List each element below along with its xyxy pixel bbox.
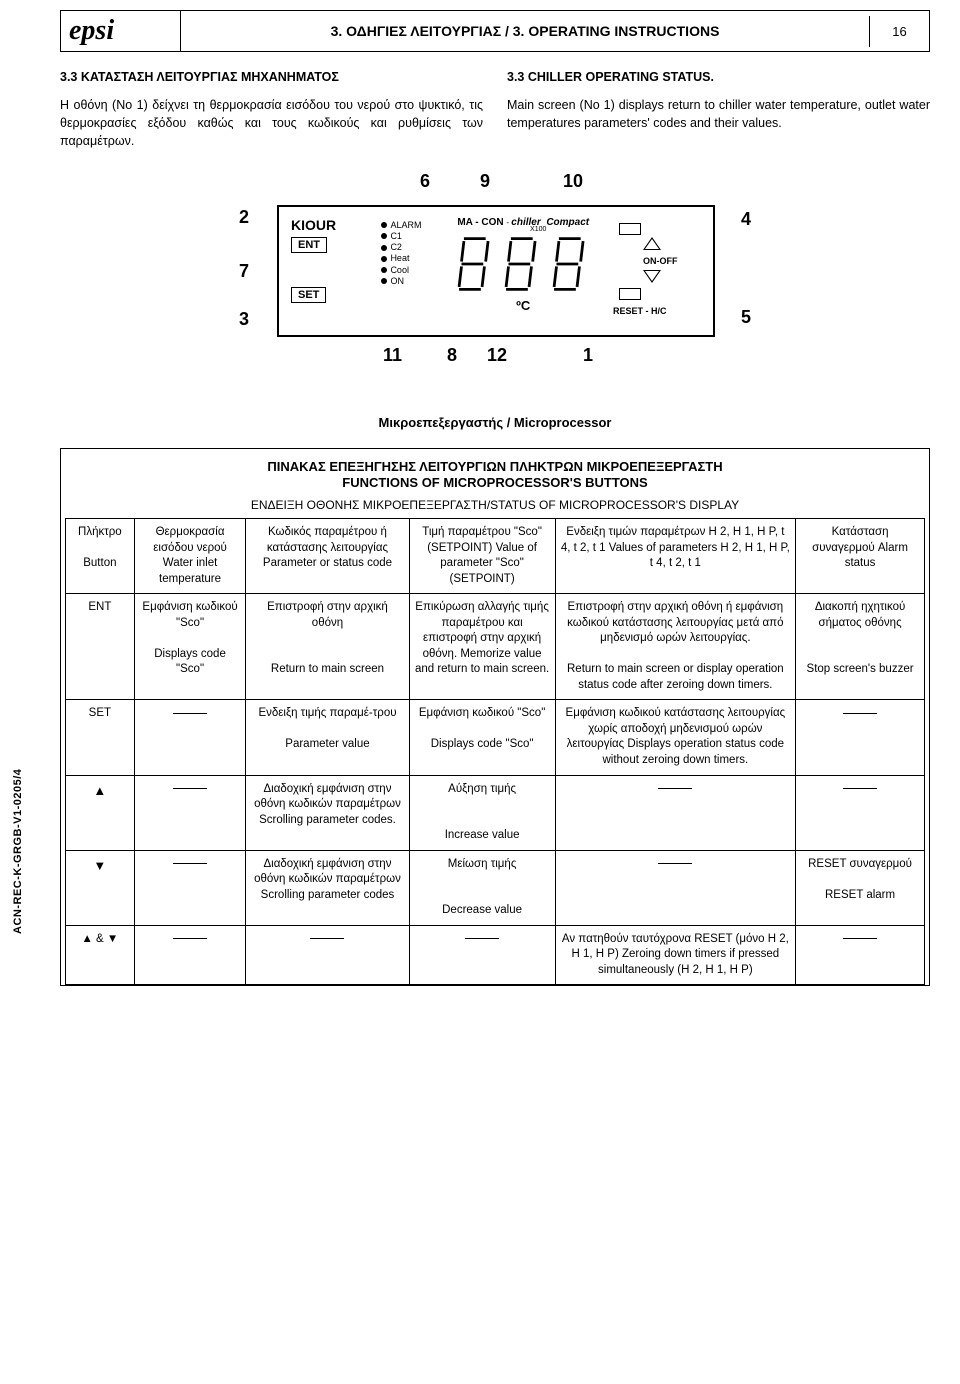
seven-seg-display [454,235,593,296]
cell [555,775,796,850]
side-doc-code: ACN-REC-K-GRGB-V1-0205/4 [12,769,24,934]
logo: epsi [61,11,181,51]
cell: Αύξηση τιμήςIncrease value [409,775,555,850]
ent-button[interactable]: ENT [291,237,327,253]
down-button[interactable] [619,288,641,300]
up-button[interactable] [619,223,641,235]
table-subtitle: ΕΝΔΕΙΞΗ ΟΘΟΝΗΣ ΜΙΚΡΟΕΠΕΞΕΡΓΑΣΤΗ/STATUS O… [65,498,925,512]
cell [246,925,409,985]
th-alarm: Κατάσταση συναγερμού Alarm status [796,519,925,594]
callout-7: 7 [239,261,249,282]
callout-2: 2 [239,207,249,228]
cell: Διαδοχική εμφάνιση στην οθόνη κωδικών πα… [246,850,409,925]
header: epsi 3. ΟΔΗΓΙΕΣ ΛΕΙΤΟΥΡΓΙΑΣ / 3. OPERATI… [60,10,930,52]
c1-led: C1 [390,231,402,241]
cell [796,700,925,775]
up-triangle-icon: ▲ [93,783,106,798]
cell [796,925,925,985]
cell: Εμφάνιση κωδικού "Sco"Displays code "Sco… [409,700,555,775]
right-body: Main screen (No 1) displays return to ch… [507,96,930,132]
cell: ▲ [66,775,135,850]
deg-c-label: ºC [454,298,593,313]
table-head-row: ΠλήκτροButton Θερμοκρασία εισόδου νερού … [66,519,925,594]
cell [134,775,246,850]
microprocessor-diagram: 6 9 10 2 7 3 KIOUR ENT SET [225,175,765,375]
set-button[interactable]: SET [291,287,326,303]
th-temp: Θερμοκρασία εισόδου νερού Water inlet te… [134,519,246,594]
cell [409,925,555,985]
th-value: Τιμή παραμέτρου "Sco" (SETPOINT) Value o… [409,519,555,594]
diagram-caption: Μικροεπεξεργαστής / Microprocessor [60,415,930,430]
cell [134,850,246,925]
table-row: ▲ & ▼ Αν πατηθούν ταυτόχρονα RESET (μόνο… [66,925,925,985]
down-arrow-icon [645,271,659,281]
right-heading: 3.3 CHILLER OPERATING STATUS. [507,68,930,86]
cell: Ενδειξη τιμής παραμέ-τρουParameter value [246,700,409,775]
alarm-led: ALARM [390,220,421,230]
callout-4: 4 [741,209,751,230]
th-code: Κωδικός παραμέτρου ή κατάστασης λειτουργ… [246,519,409,594]
cell: Μείωση τιμήςDecrease value [409,850,555,925]
table-title-gr: ΠΙΝΑΚΑΣ ΕΠΕΞΗΓΗΣΗΣ ΛΕΙΤΟΥΡΓΙΩΝ ΠΛΗΚΤΡΩΝ … [267,459,722,474]
table-row: SET Ενδειξη τιμής παραμέ-τρουParameter v… [66,700,925,775]
table-row: ▼ Διαδοχική εμφάνιση στην οθόνη κωδικών … [66,850,925,925]
up-arrow-icon [645,239,659,249]
cell: ▼ [66,850,135,925]
cell: ▲ & ▼ [66,925,135,985]
callout-11: 11 [383,345,402,366]
compact-label: Compact [546,217,589,228]
table-row: ▲ Διαδοχική εμφάνιση στην οθόνη κωδικών … [66,775,925,850]
table-row: ENT Εμφάνιση κωδικού "Sco"Displays code … [66,594,925,700]
callout-1: 1 [583,345,593,366]
doc-title: 3. ΟΔΗΓΙΕΣ ΛΕΙΤΟΥΡΓΙΑΣ / 3. OPERATING IN… [181,17,869,45]
callout-6: 6 [420,171,430,192]
cell [555,850,796,925]
th-params: Ενδειξη τιμών παραμέτρων H 2, H 1, H P, … [555,519,796,594]
callout-10: 10 [563,171,583,192]
cell: Επιστροφή στην αρχική οθόνη ή εμφάνιση κ… [555,594,796,700]
left-heading: 3.3 ΚΑΤΑΣΤΑΣΗ ΛΕΙΤΟΥΡΓΙΑΣ ΜΗΧΑΝΗΜΑΤΟΣ [60,68,483,86]
functions-table: ΠλήκτροButton Θερμοκρασία εισόδου νερού … [65,518,925,985]
cell: Διαδοχική εμφάνιση στην οθόνη κωδικών πα… [246,775,409,850]
cell: Εμφάνιση κωδικού κατάστασης λειτουργίας … [555,700,796,775]
cell: RESET συναγερμούRESET alarm [796,850,925,925]
up-down-triangle-icon: ▲ & ▼ [81,933,118,945]
callout-9: 9 [480,171,490,192]
cell: Επικύρωση αλλαγής τιμής παραμέτρου και ε… [409,594,555,700]
onoff-label: ON-OFF [643,256,701,266]
cool-led: Cool [390,265,409,275]
down-triangle-icon: ▼ [93,858,106,873]
cell [134,925,246,985]
page-number: 16 [869,16,929,47]
th-button: ΠλήκτροButton [66,519,135,594]
c2-led: C2 [390,242,402,252]
cell: Διακοπή ηχητικού σήματος οθόνηςStop scre… [796,594,925,700]
heat-led: Heat [390,253,409,263]
on-led: ON [390,276,404,286]
cell [796,775,925,850]
callout-3: 3 [239,309,249,330]
cell: Εμφάνιση κωδικού "Sco"Displays code "Sco… [134,594,246,700]
cell: Επιστροφή στην αρχική οθόνηReturn to mai… [246,594,409,700]
callout-5: 5 [741,307,751,328]
table-title-en: FUNCTIONS OF MICROPROCESSOR'S BUTTONS [342,475,647,490]
cell: Αν πατηθούν ταυτόχρονα RESET (μόνο H 2, … [555,925,796,985]
cell: SET [66,700,135,775]
callout-8: 8 [447,345,457,366]
reset-label: RESET - H/C [613,306,701,316]
controller-panel: KIOUR ENT SET ALARM C1 C2 Heat Cool ON [277,205,715,337]
macon-label: MA - CON [457,217,503,228]
left-body: Η οθόνη (Νο 1) δείχνει τη θερμοκρασία ει… [60,96,483,150]
brand-label: KIOUR [291,217,361,233]
callout-12: 12 [487,345,507,366]
cell [134,700,246,775]
cell: ENT [66,594,135,700]
